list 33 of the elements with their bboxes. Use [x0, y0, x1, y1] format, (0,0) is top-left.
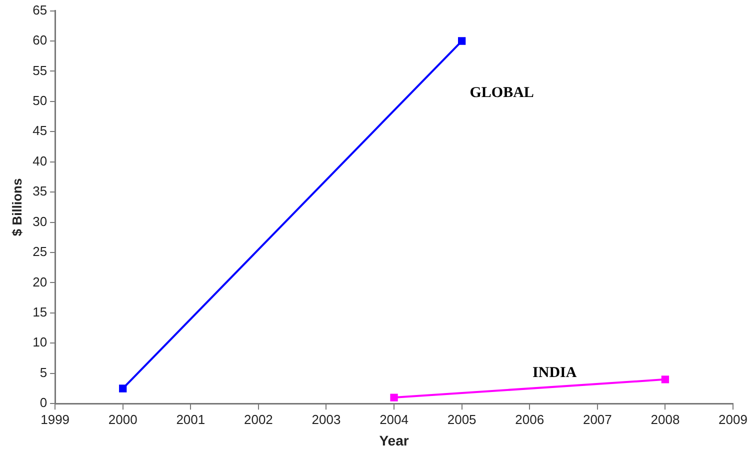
- x-tick-label: 2002: [244, 412, 273, 427]
- y-tick-label: 35: [32, 184, 48, 199]
- x-tick-label: 2006: [515, 412, 544, 427]
- y-tick-label: 25: [32, 244, 48, 260]
- x-tick-label: 2001: [176, 412, 206, 427]
- text: GLOBAL: [470, 84, 534, 101]
- point: [390, 394, 398, 402]
- x-tick-label: 2003: [312, 412, 341, 427]
- y-tick-label: 65: [32, 2, 48, 18]
- y-tick-label: 60: [32, 32, 48, 48]
- x-tick-label: 2000: [108, 412, 138, 427]
- y-tick-label: 5: [40, 364, 48, 380]
- x-tick-label: 2007: [582, 412, 612, 427]
- x-tick-label: 2009: [718, 412, 748, 427]
- y-tick-label: 45: [32, 123, 48, 138]
- x-tick-label: 2005: [447, 412, 476, 427]
- y-axis-title: $ Billions: [9, 178, 24, 236]
- y-tick-label: 20: [32, 274, 48, 290]
- y-tick-label: 15: [32, 304, 48, 320]
- series-label: INDIA: [532, 364, 577, 381]
- x-axis-title: Year: [379, 432, 410, 448]
- x-tick-label: 2004: [380, 412, 408, 427]
- point: [458, 37, 466, 45]
- y-tick-label: 0: [40, 395, 48, 410]
- y-tick-label: 40: [32, 153, 48, 168]
- y-tick-label: 55: [32, 62, 48, 78]
- point: [119, 384, 127, 392]
- x-tick-label: 1999: [40, 412, 70, 427]
- y-tick-label: 50: [32, 93, 48, 108]
- y-tick-label: 10: [32, 334, 48, 350]
- x-tick-label: 2008: [650, 412, 680, 427]
- point: [661, 376, 670, 384]
- y-tick-label: 30: [32, 214, 48, 229]
